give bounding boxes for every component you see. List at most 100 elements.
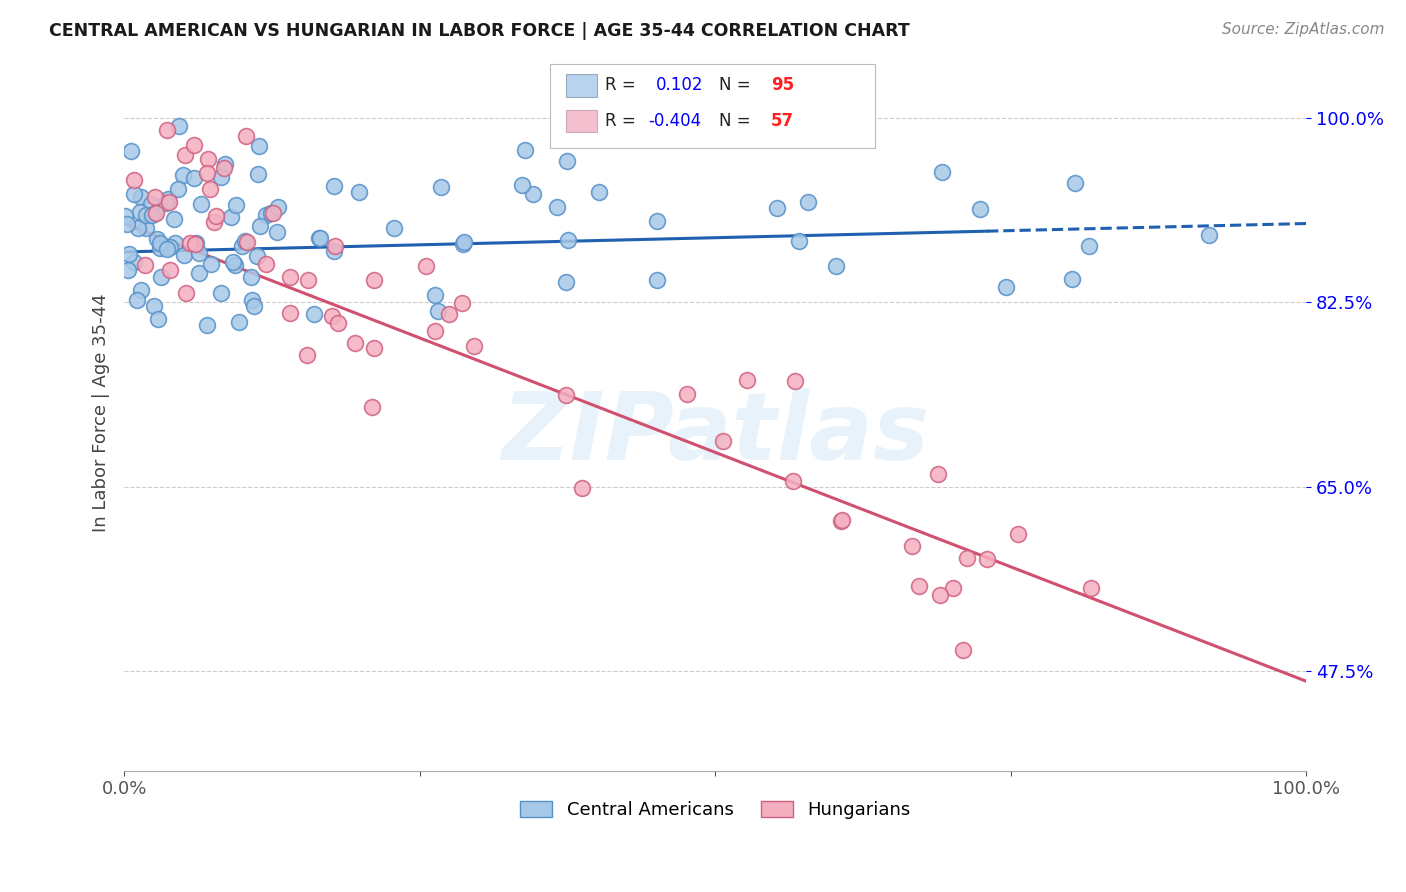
Point <box>1063 177 1085 191</box>
Point <box>167 120 190 134</box>
Point <box>787 234 810 248</box>
Point <box>956 550 979 565</box>
Point <box>141 196 163 211</box>
Point <box>571 481 593 495</box>
Point <box>247 139 270 153</box>
Point <box>426 303 449 318</box>
Point <box>994 280 1017 294</box>
Text: ZIPatlas: ZIPatlas <box>501 388 929 481</box>
Point <box>928 588 950 602</box>
Point <box>309 231 332 245</box>
Point <box>149 241 172 255</box>
Point <box>135 221 157 235</box>
Text: -0.404: -0.404 <box>648 112 702 130</box>
Point <box>135 208 157 222</box>
Point <box>297 348 319 362</box>
Point <box>450 295 472 310</box>
Point <box>429 180 451 194</box>
Point <box>1062 272 1084 286</box>
Text: CENTRAL AMERICAN VS HUNGARIAN IN LABOR FORCE | AGE 35-44 CORRELATION CHART: CENTRAL AMERICAN VS HUNGARIAN IN LABOR F… <box>49 22 910 40</box>
Point <box>195 318 218 332</box>
Point <box>463 339 485 353</box>
Point <box>735 373 758 387</box>
Point <box>1198 227 1220 242</box>
Text: 0.102: 0.102 <box>657 76 703 95</box>
Point <box>233 234 256 248</box>
Point <box>588 185 610 199</box>
Text: 95: 95 <box>770 76 794 95</box>
Point <box>931 165 953 179</box>
Point <box>675 387 697 401</box>
Point <box>308 231 330 245</box>
Point <box>174 285 197 300</box>
Point <box>225 198 247 212</box>
Point <box>278 306 301 320</box>
Point <box>172 168 194 182</box>
Point <box>212 161 235 175</box>
Point <box>645 213 668 227</box>
Point <box>157 195 180 210</box>
Point <box>554 276 576 290</box>
Point <box>425 324 447 338</box>
Point <box>711 434 734 449</box>
Point <box>163 211 186 226</box>
Point <box>200 257 222 271</box>
Point <box>806 114 828 128</box>
Point <box>976 552 998 566</box>
Point <box>115 217 138 231</box>
Point <box>262 206 284 220</box>
Point <box>197 153 219 167</box>
Text: Source: ZipAtlas.com: Source: ZipAtlas.com <box>1222 22 1385 37</box>
Point <box>240 293 263 307</box>
Point <box>173 248 195 262</box>
Point <box>129 205 152 219</box>
Point <box>453 235 475 250</box>
Point <box>942 581 965 595</box>
Point <box>254 257 277 271</box>
Point <box>179 235 201 250</box>
Point <box>323 244 346 259</box>
Point <box>825 259 848 273</box>
Point <box>555 387 578 401</box>
Point <box>513 144 536 158</box>
Point <box>149 235 172 250</box>
Y-axis label: In Labor Force | Age 35-44: In Labor Force | Age 35-44 <box>93 293 110 533</box>
Point <box>236 235 259 250</box>
Point <box>522 186 544 201</box>
Point <box>347 185 370 199</box>
Point <box>1007 527 1029 541</box>
Point <box>363 273 385 287</box>
Point <box>146 232 169 246</box>
Point <box>209 170 232 185</box>
Point <box>156 123 179 137</box>
Point <box>184 236 207 251</box>
Point <box>249 219 271 233</box>
Point <box>1080 581 1102 595</box>
Point <box>214 156 236 170</box>
Point <box>131 283 153 297</box>
Point <box>122 172 145 186</box>
Point <box>134 258 156 272</box>
Point <box>159 240 181 254</box>
Legend: Central Americans, Hungarians: Central Americans, Hungarians <box>512 793 918 826</box>
Point <box>235 129 257 144</box>
Point <box>122 255 145 269</box>
Point <box>145 206 167 220</box>
Point <box>127 221 149 235</box>
Point <box>155 195 177 210</box>
Point <box>224 258 246 272</box>
Point <box>246 249 269 263</box>
Point <box>831 512 853 526</box>
Point <box>266 226 288 240</box>
Point <box>323 239 346 253</box>
Point <box>174 147 197 161</box>
Point <box>647 273 669 287</box>
Point <box>969 202 991 216</box>
Point <box>122 187 145 202</box>
Point <box>228 316 250 330</box>
Point <box>557 233 579 247</box>
Point <box>195 166 218 180</box>
Point <box>114 209 136 223</box>
Point <box>797 195 820 210</box>
Point <box>900 539 922 553</box>
